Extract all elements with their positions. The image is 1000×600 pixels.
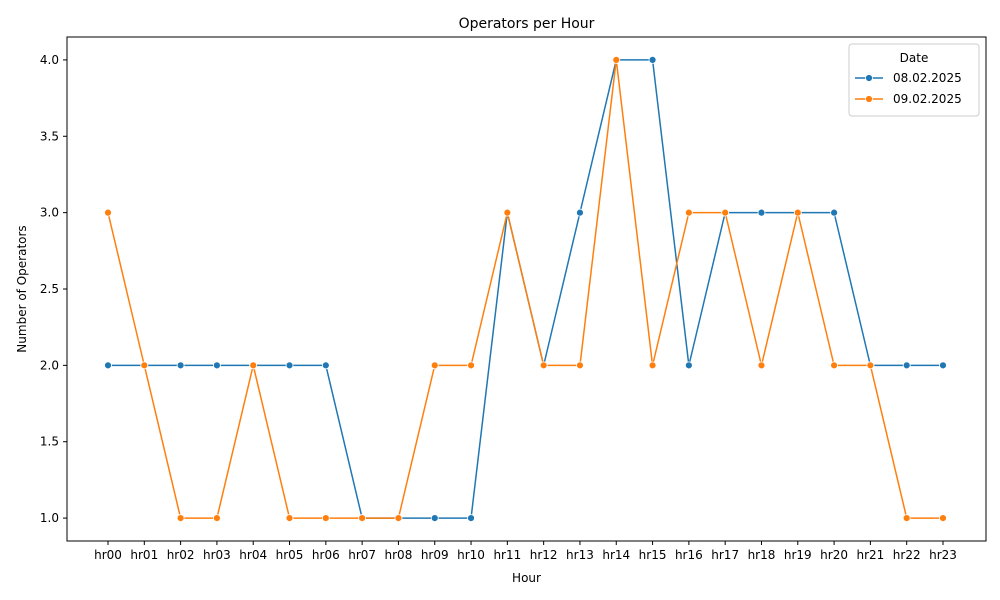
data-point: [721, 208, 730, 217]
x-tick-label: hr07: [348, 548, 376, 562]
data-point: [576, 208, 584, 217]
data-point: [793, 208, 802, 217]
y-tick-label: 2.5: [40, 282, 59, 296]
chart-title: Operators per Hour: [459, 16, 595, 32]
y-tick-label: 3.5: [40, 129, 59, 143]
y-tick-label: 2.0: [40, 358, 59, 372]
data-point: [285, 361, 294, 370]
data-point: [939, 361, 947, 370]
x-tick-label: hr09: [421, 548, 449, 562]
data-point: [176, 361, 185, 370]
data-point: [394, 514, 403, 522]
series-layer: [104, 56, 947, 522]
data-point: [467, 514, 475, 522]
data-point: [503, 208, 512, 217]
data-point: [612, 56, 621, 64]
legend-marker: [865, 74, 873, 82]
x-axis-label: Hour: [512, 571, 541, 585]
data-point: [213, 361, 221, 370]
y-tick-label: 3.0: [40, 206, 59, 220]
plot-area: [67, 37, 986, 541]
data-point: [684, 361, 693, 370]
axis-layer: hr00 hr01 hr02 hr03 hr04 hr05 hr06 hr07 hr08 hr09…: [40, 53, 957, 562]
data-point: [939, 514, 947, 522]
x-tick-label: hr01: [130, 548, 158, 562]
data-point: [213, 514, 221, 522]
data-point: [104, 361, 112, 370]
x-tick-label: hr19: [784, 548, 812, 562]
x-tick-label: hr13: [566, 548, 594, 562]
data-point: [321, 361, 330, 370]
x-tick-label: hr02: [167, 548, 195, 562]
x-tick-label: hr04: [239, 548, 267, 562]
x-tick-label: hr16: [675, 548, 703, 562]
x-tick-label: hr21: [856, 548, 884, 562]
x-tick-label: hr17: [711, 548, 739, 562]
data-point: [321, 514, 330, 522]
data-point: [684, 208, 693, 217]
x-tick-label: hr20: [820, 548, 848, 562]
x-tick-label: hr11: [493, 548, 521, 562]
x-tick-label: hr23: [929, 548, 957, 562]
x-tick-label: hr00: [94, 548, 122, 562]
legend-title: Date: [900, 51, 929, 65]
x-tick-label: hr05: [276, 548, 304, 562]
data-point: [358, 514, 367, 522]
data-point: [757, 208, 766, 217]
x-tick-label: hr14: [602, 548, 630, 562]
x-tick-label: hr12: [530, 548, 558, 562]
data-point: [830, 208, 838, 217]
y-tick-label: 1.0: [40, 511, 59, 525]
y-tick-label: 4.0: [40, 53, 59, 67]
legend-label: 08.02.2025: [893, 71, 962, 85]
x-tick-label: hr03: [203, 548, 231, 562]
data-point: [104, 208, 112, 217]
y-tick-label: 1.5: [40, 435, 59, 449]
series-09.02.2025: [104, 56, 947, 522]
x-tick-label: hr08: [385, 548, 413, 562]
plot-frame: [66, 36, 987, 542]
data-point: [576, 361, 584, 370]
x-tick-label: hr18: [748, 548, 776, 562]
legend-marker: [865, 95, 873, 103]
x-tick-label: hr06: [312, 548, 340, 562]
series-line: [107, 59, 943, 519]
data-point: [467, 361, 475, 370]
data-point: [830, 361, 838, 370]
x-tick-label: hr22: [893, 548, 921, 562]
data-point: [285, 514, 294, 522]
y-axis-label: Number of Operators: [15, 225, 29, 352]
x-tick-label: hr10: [457, 548, 485, 562]
data-point: [757, 361, 766, 370]
data-point: [430, 514, 439, 522]
legend-label: 09.02.2025: [893, 92, 962, 106]
data-point: [648, 361, 657, 370]
data-point: [249, 361, 258, 370]
data-point: [140, 361, 149, 370]
legend-box: [848, 43, 980, 117]
data-point: [430, 361, 439, 370]
data-point: [176, 514, 185, 522]
legend: Date 08.02.2025 09.02.2025: [848, 43, 980, 117]
data-point: [648, 56, 657, 64]
data-point: [902, 514, 911, 522]
data-point: [866, 361, 875, 370]
data-point: [539, 361, 548, 370]
x-tick-label: hr15: [639, 548, 667, 562]
data-point: [902, 361, 911, 370]
